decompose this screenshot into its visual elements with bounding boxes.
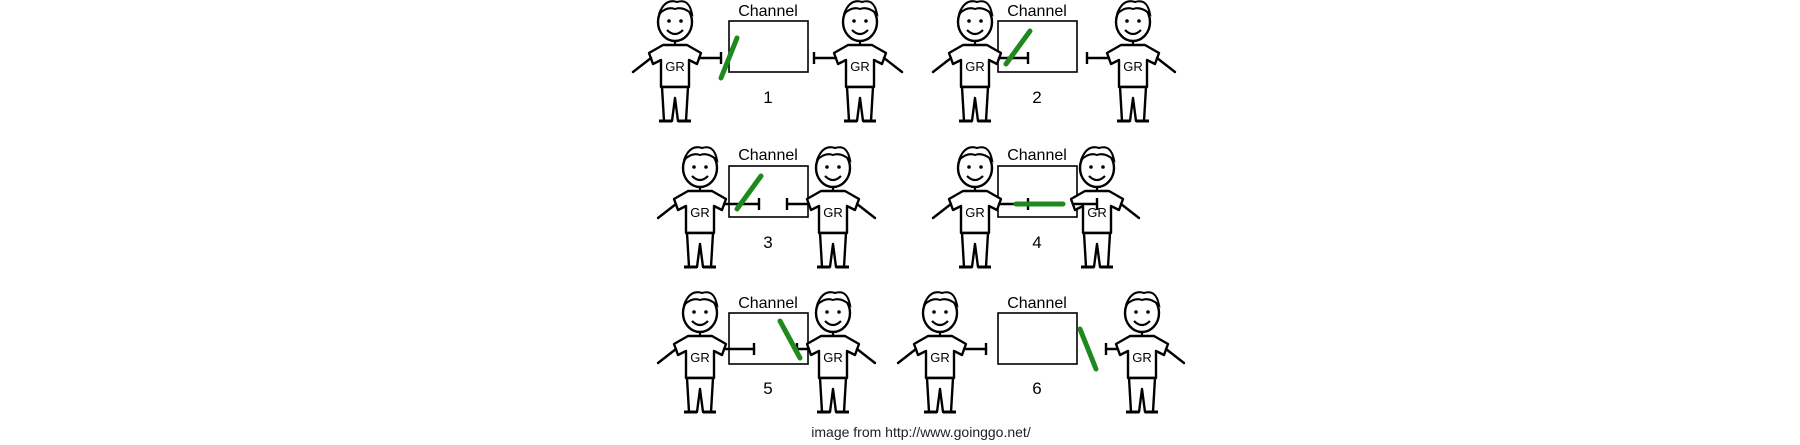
green-stick xyxy=(1003,28,1033,67)
channel-box xyxy=(997,20,1078,73)
shirt-label: GR xyxy=(1087,205,1107,220)
right-outer-arm xyxy=(1155,56,1177,74)
shirt-label: GR xyxy=(965,205,985,220)
left-outer-arm xyxy=(656,347,678,365)
right-outer-arm xyxy=(1164,347,1186,365)
right-outer-arm xyxy=(882,56,904,74)
channel-box xyxy=(997,165,1078,218)
shirt-label: GR xyxy=(665,59,685,74)
right-outer-arm xyxy=(855,202,877,220)
panel-number: 3 xyxy=(763,233,772,252)
green-stick xyxy=(718,35,740,81)
panel-5: Channel 5 GR GR xyxy=(656,290,877,414)
shirt-label: GR xyxy=(690,350,710,365)
shirt-label: GR xyxy=(823,350,843,365)
channel-label: Channel xyxy=(738,147,798,164)
panel-2: Channel 2 GR GR xyxy=(931,0,1177,123)
panel-number: 1 xyxy=(763,88,772,107)
left-outer-arm xyxy=(896,347,918,365)
channel-box xyxy=(728,312,809,365)
channel-label: Channel xyxy=(738,3,798,20)
panel-number: 4 xyxy=(1032,233,1041,252)
panel-3: Channel 3 GR GR xyxy=(656,145,877,269)
green-stick xyxy=(777,318,803,361)
shirt-label: GR xyxy=(690,205,710,220)
channel-box xyxy=(728,165,809,218)
shirt-label: GR xyxy=(1132,350,1152,365)
right-outer-arm xyxy=(1119,202,1141,220)
image-credit: image from http://www.goinggo.net/ xyxy=(811,424,1031,440)
green-stick xyxy=(1077,326,1099,372)
panel-4: Channel 4 GR GR xyxy=(931,145,1141,269)
shirt-label: GR xyxy=(930,350,950,365)
left-outer-arm xyxy=(631,56,653,74)
channel-label: Channel xyxy=(1007,3,1067,20)
green-stick xyxy=(734,173,764,212)
shirt-label: GR xyxy=(965,59,985,74)
channel-box xyxy=(728,20,809,73)
panel-number: 6 xyxy=(1032,379,1041,398)
panel-number: 2 xyxy=(1032,88,1041,107)
right-outer-arm xyxy=(855,347,877,365)
shirt-label: GR xyxy=(1123,59,1143,74)
channel-label: Channel xyxy=(1007,147,1067,164)
channel-label: Channel xyxy=(738,295,798,312)
left-outer-arm xyxy=(656,202,678,220)
shirt-label: GR xyxy=(850,59,870,74)
shirt-label: GR xyxy=(823,205,843,220)
channel-box xyxy=(997,312,1078,365)
panel-number: 5 xyxy=(763,379,772,398)
left-outer-arm xyxy=(931,202,953,220)
panel-6: Channel 6 GR GR xyxy=(896,290,1186,414)
panel-1: Channel 1 GR GR xyxy=(631,0,904,123)
left-outer-arm xyxy=(931,56,953,74)
channel-label: Channel xyxy=(1007,295,1067,312)
